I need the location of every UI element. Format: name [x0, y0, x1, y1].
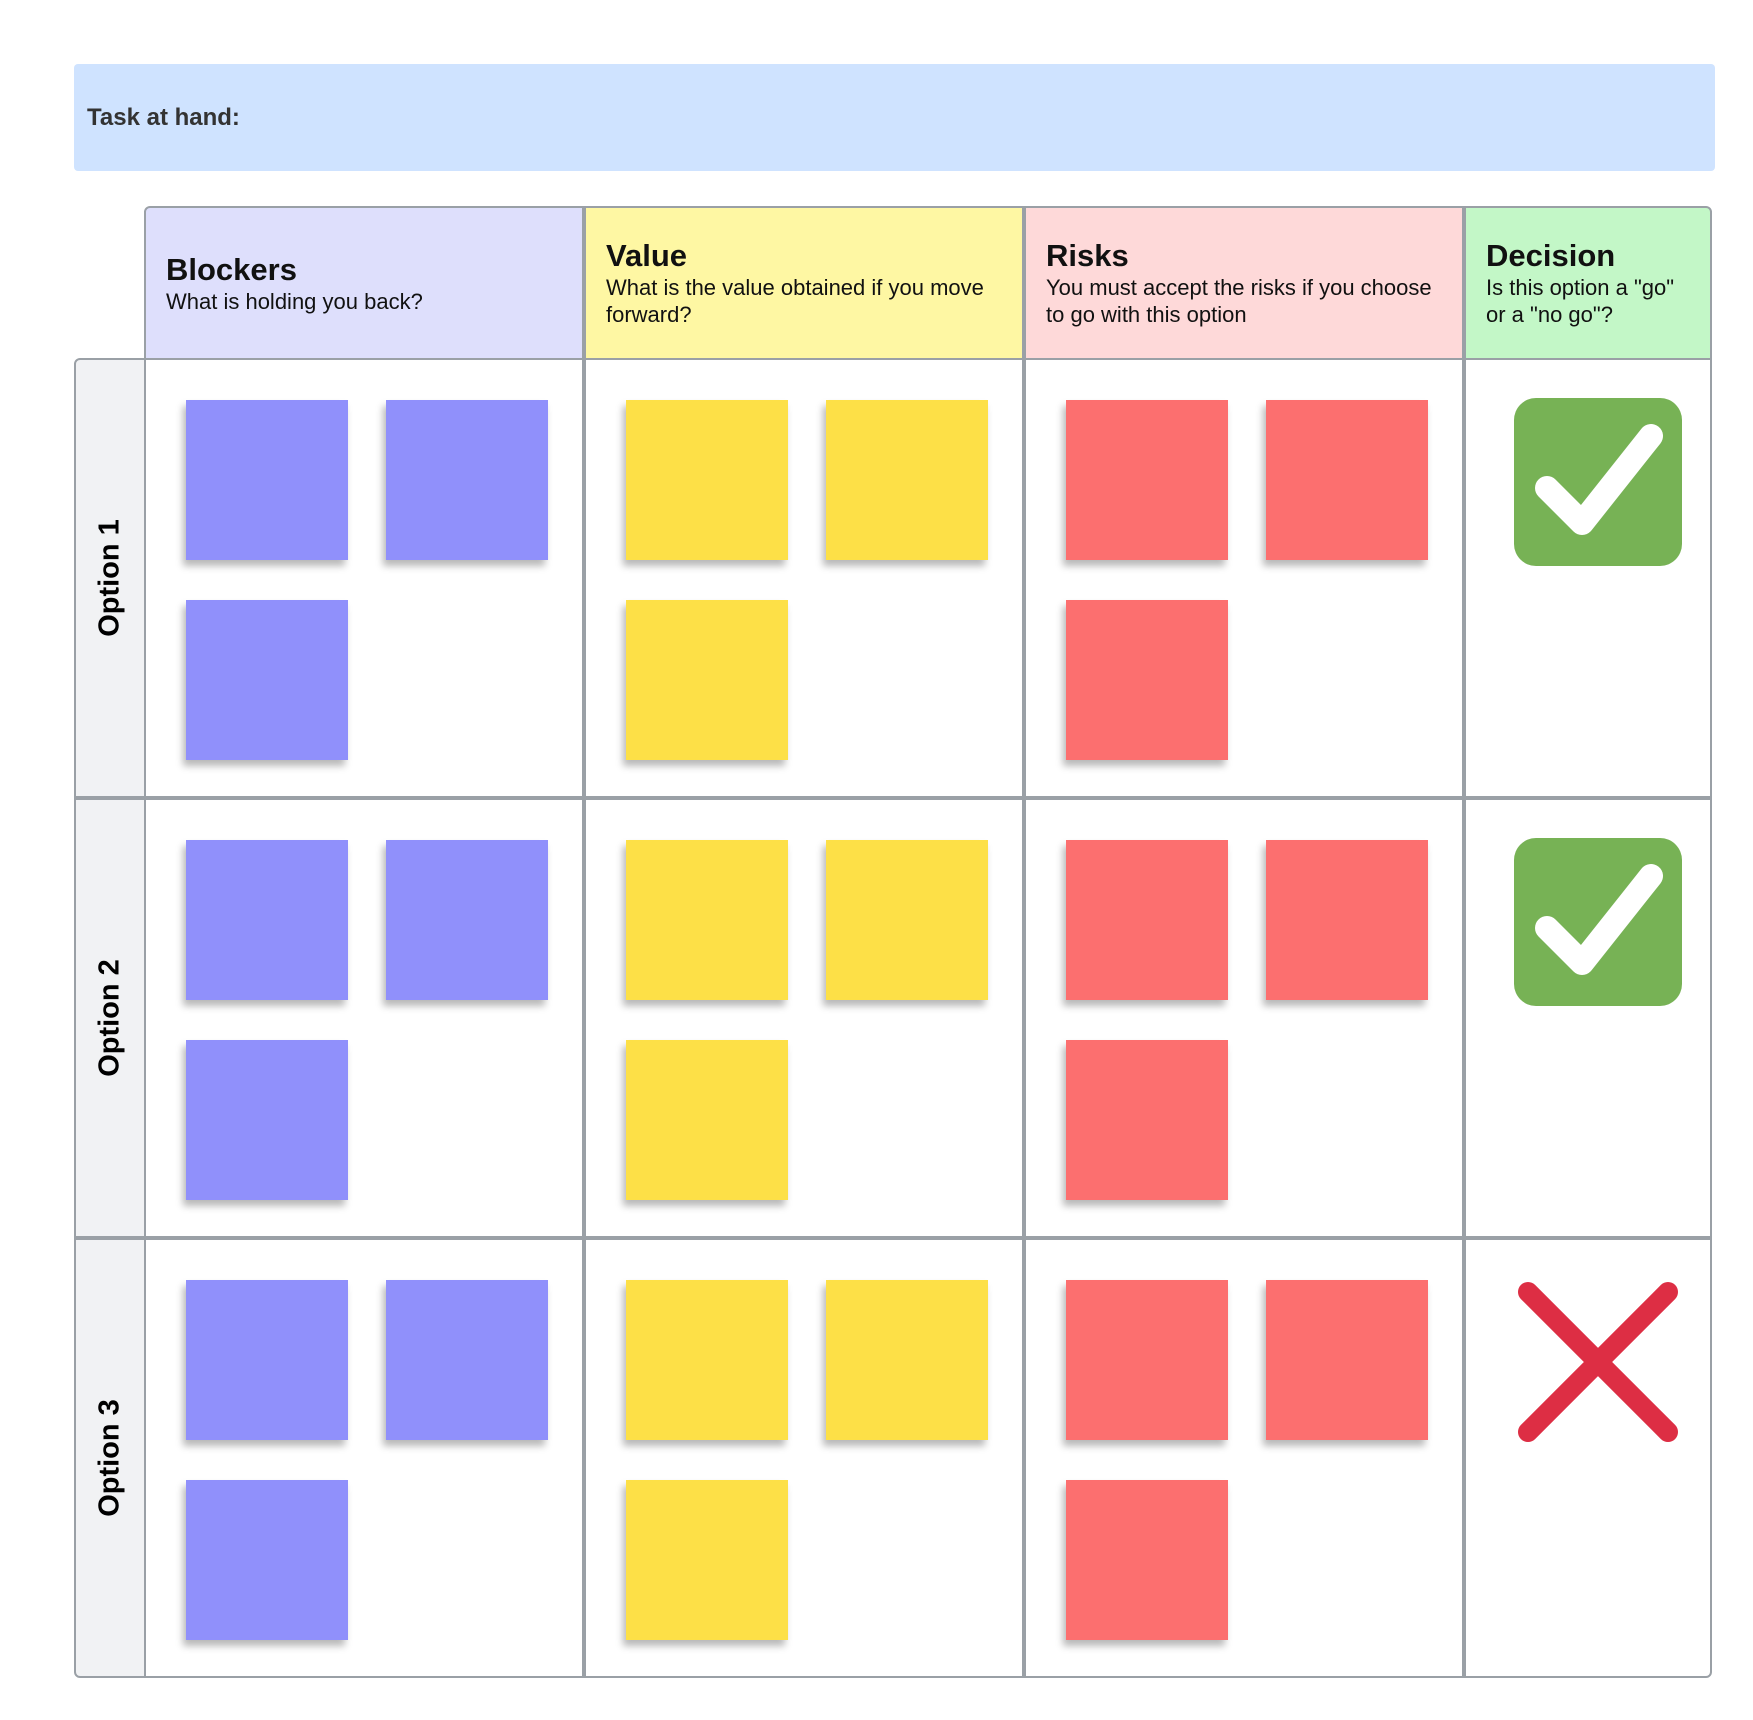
sticky-note-risks[interactable] — [1066, 1280, 1228, 1440]
sticky-note-value[interactable] — [626, 1280, 788, 1440]
row-label-option-3: Option 3 — [93, 1399, 126, 1517]
sticky-note-value[interactable] — [626, 1480, 788, 1640]
sticky-note-risks[interactable] — [1266, 1280, 1428, 1440]
sticky-note-blockers[interactable] — [386, 840, 548, 1000]
sticky-note-blockers[interactable] — [186, 1040, 348, 1200]
cell-value-option-2[interactable] — [584, 798, 1024, 1238]
sticky-note-value[interactable] — [626, 1040, 788, 1200]
sticky-note-value[interactable] — [826, 840, 988, 1000]
column-subtitle-decision: Is this option a "go" or a "no go"? — [1486, 275, 1675, 327]
cell-blockers-option-1[interactable] — [144, 358, 584, 798]
column-subtitle-risks: You must accept the risks if you choose … — [1046, 275, 1432, 327]
sticky-note-value[interactable] — [626, 400, 788, 560]
row-header-option-1: Option 1 — [74, 358, 146, 798]
row-header-option-3: Option 3 — [74, 1238, 146, 1678]
cell-risks-option-3[interactable] — [1024, 1238, 1464, 1678]
row-label-option-2: Option 2 — [93, 959, 126, 1077]
row-label-option-1: Option 1 — [93, 519, 126, 637]
sticky-note-risks[interactable] — [1066, 1040, 1228, 1200]
cell-blockers-option-3[interactable] — [144, 1238, 584, 1678]
cell-decision-option-1[interactable] — [1464, 358, 1712, 798]
row-header-option-2: Option 2 — [74, 798, 146, 1238]
task-at-hand-label: Task at hand: — [87, 104, 240, 131]
sticky-note-value[interactable] — [626, 840, 788, 1000]
sticky-note-value[interactable] — [626, 600, 788, 760]
sticky-note-blockers[interactable] — [386, 1280, 548, 1440]
column-header-blockers: Blockers What is holding you back? — [144, 206, 584, 360]
sticky-note-risks[interactable] — [1066, 1480, 1228, 1640]
cell-blockers-option-2[interactable] — [144, 798, 584, 1238]
sticky-note-risks[interactable] — [1066, 400, 1228, 560]
column-title-risks: Risks — [1046, 238, 1129, 273]
sticky-note-value[interactable] — [826, 1280, 988, 1440]
cell-decision-option-3[interactable] — [1464, 1238, 1712, 1678]
cell-risks-option-1[interactable] — [1024, 358, 1464, 798]
column-header-decision: Decision Is this option a "go" or a "no … — [1464, 206, 1712, 360]
column-title-blockers: Blockers — [166, 251, 297, 287]
cell-value-option-1[interactable] — [584, 358, 1024, 798]
task-at-hand-bar[interactable]: Task at hand: — [74, 64, 1715, 171]
sticky-note-blockers[interactable] — [186, 1280, 348, 1440]
cell-risks-option-2[interactable] — [1024, 798, 1464, 1238]
sticky-note-risks[interactable] — [1066, 600, 1228, 760]
sticky-note-blockers[interactable] — [186, 400, 348, 560]
sticky-note-value[interactable] — [826, 400, 988, 560]
sticky-note-risks[interactable] — [1066, 840, 1228, 1000]
cell-decision-option-2[interactable] — [1464, 798, 1712, 1238]
column-subtitle-blockers: What is holding you back? — [166, 288, 423, 314]
sticky-note-blockers[interactable] — [386, 400, 548, 560]
sticky-note-risks[interactable] — [1266, 400, 1428, 560]
sticky-note-blockers[interactable] — [186, 840, 348, 1000]
column-title-decision: Decision — [1486, 238, 1616, 273]
column-header-value: Value What is the value obtained if you … — [584, 206, 1024, 360]
sticky-note-risks[interactable] — [1266, 840, 1428, 1000]
x-mark-icon[interactable] — [1514, 1278, 1682, 1446]
column-header-risks: Risks You must accept the risks if you c… — [1024, 206, 1464, 360]
sticky-note-blockers[interactable] — [186, 600, 348, 760]
sticky-note-blockers[interactable] — [186, 1480, 348, 1640]
column-title-value: Value — [606, 238, 687, 273]
checkmark-icon[interactable] — [1514, 838, 1682, 1006]
cell-value-option-3[interactable] — [584, 1238, 1024, 1678]
checkmark-icon[interactable] — [1514, 398, 1682, 566]
column-subtitle-value: What is the value obtained if you move f… — [606, 275, 984, 327]
